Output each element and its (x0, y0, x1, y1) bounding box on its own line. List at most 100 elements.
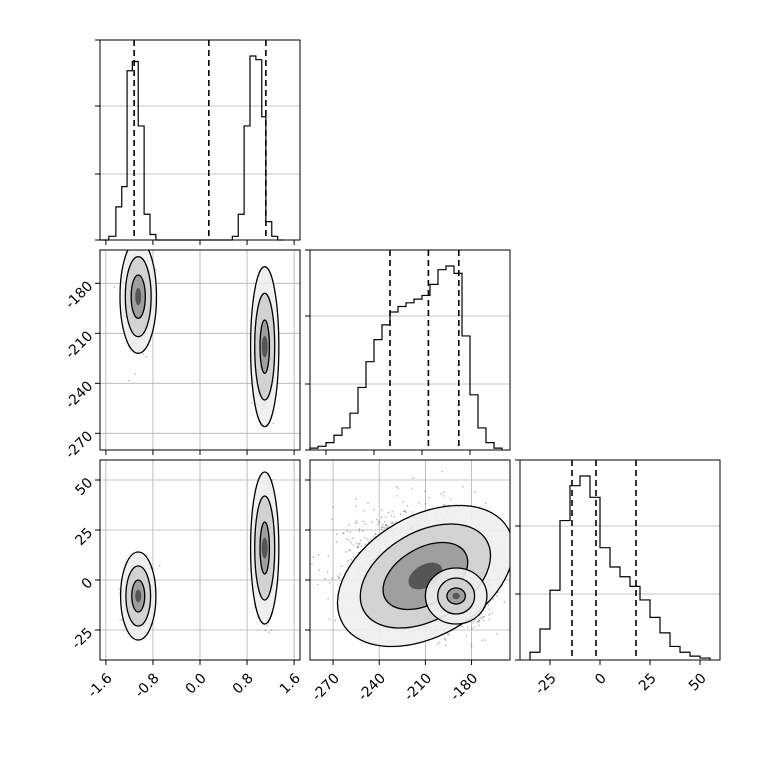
scatter-p3-p1-ytick-label: -25 (69, 625, 96, 652)
scatter-p2-p1-point (272, 422, 275, 425)
scatter-p2-p1-point (250, 402, 253, 404)
scatter-p3-p2-point (381, 526, 383, 528)
scatter-p3-p2-point (399, 513, 402, 515)
scatter-p3-p2-point (495, 632, 498, 635)
scatter-p3-p2-point (340, 565, 343, 568)
scatter-p3-p2-point (391, 510, 394, 513)
scatter-p3-p2-point (373, 508, 375, 511)
scatter-p3-p2-point (484, 639, 486, 641)
scatter-p2-p1-ytick-label: -180 (63, 278, 97, 312)
scatter-p3-p2-point (364, 523, 367, 526)
scatter-p3-p2-point (395, 485, 398, 488)
scatter-p3-p2-point (380, 516, 383, 519)
scatter-p3-p2-point (436, 643, 439, 645)
scatter-p3-p2-point (347, 559, 349, 562)
scatter-p3-p2-point (380, 509, 383, 512)
scatter-p3-p2-point (385, 524, 388, 526)
scatter-p3-p2-point (374, 533, 377, 535)
scatter-p3-p2-point (402, 501, 405, 503)
scatter-p3-p2-point (328, 618, 331, 621)
scatter-p3-p2-point (358, 542, 361, 545)
hist-p2-histogram-step (309, 265, 503, 450)
scatter-p3-p2-point (517, 548, 519, 550)
scatter-p3-p2-point (474, 490, 476, 493)
scatter-p3-p2-point (391, 521, 394, 524)
scatter-p2-p1-point (131, 248, 133, 250)
scatter-p3-p2-point (334, 619, 337, 621)
scatter-p3-p2-point (440, 492, 443, 495)
hist-p1-frame (99, 39, 301, 241)
scatter-p3-p1-contour (249, 471, 280, 625)
scatter-p3-p1-contour (119, 551, 157, 641)
scatter-p3-p1-density-core (135, 589, 142, 603)
scatter-p3-p2-point (378, 520, 380, 523)
scatter-p3-p2-point (311, 562, 313, 565)
scatter-p3-p2-point (348, 549, 351, 552)
scatter-p3-p2-point (352, 537, 354, 539)
scatter-p3-p1-ytick-label: 50 (72, 475, 96, 499)
scatter-p2-p1-point (147, 227, 149, 229)
scatter-p3-p2-point (397, 487, 400, 489)
scatter-p3-p2-point (412, 511, 414, 513)
scatter-p3-p1-point (118, 588, 121, 591)
scatter-p3-p2-point (358, 530, 360, 532)
scatter-p2-p1-point (155, 269, 157, 271)
scatter-p3-p2-point (362, 520, 365, 523)
hist-p3-histogram-step (529, 475, 711, 660)
scatter-p3-p2-point (342, 532, 345, 534)
scatter-p2-p1-contour (249, 266, 280, 428)
scatter-p3-p2-point (352, 544, 355, 546)
scatter-p3-p2-point (357, 543, 360, 545)
scatter-p3-p2-point (338, 577, 340, 579)
scatter-p3-p1-point (119, 619, 122, 621)
scatter-p3-p2-point (377, 523, 380, 525)
scatter-p3-p2-point (450, 498, 453, 501)
hist-p3-frame (519, 459, 721, 661)
hist-p2-grid (310, 315, 510, 385)
scatter-p3-p2-point (381, 523, 384, 526)
scatter-p3-p2-point (357, 546, 359, 549)
scatter-p3-p2-point (385, 523, 388, 526)
scatter-p3-p2-point (438, 641, 441, 644)
scatter-p2-p1-point (137, 245, 139, 247)
scatter-p3-p2-point (443, 491, 445, 494)
scatter-p3-p2-point (424, 490, 426, 493)
scatter-p3-p1-point (270, 629, 273, 631)
scatter-p3-p1-points (118, 471, 280, 641)
scatter-p3-p2-point (360, 545, 363, 548)
hist-p1-histogram-step (100, 55, 284, 241)
scatter-p3-p1-point (268, 631, 270, 634)
scatter-p3-p2-point (318, 569, 320, 572)
scatter-p3-p2-point (384, 525, 387, 527)
scatter-p3-p2-point (470, 646, 473, 648)
scatter-p3-p2-point (362, 509, 365, 512)
scatter-p3-p1-point (264, 629, 267, 632)
scatter-p3-p1-density-core (261, 537, 268, 559)
scatter-p3-p2-point (339, 573, 342, 576)
scatter-p3-p2-point (462, 485, 464, 488)
scatter-p3-p2-point (327, 597, 329, 600)
scatter-p3-p2-point (373, 535, 375, 538)
scatter-p3-p1-xtick-label: 0.8 (230, 670, 257, 697)
scatter-p3-p2-point (393, 516, 396, 518)
scatter-p3-p2-point (428, 496, 430, 499)
scatter-p2-p1-ytick-label: -240 (63, 378, 97, 412)
scatter-p3-p2-point (392, 522, 395, 525)
scatter-p3-p1-contour (125, 565, 152, 627)
scatter-p3-p2-point (355, 542, 358, 544)
scatter-p3-p2-point (366, 538, 369, 541)
scatter-p2-p1-point (113, 286, 116, 289)
scatter-p2-p1-point (134, 372, 137, 375)
scatter-p3-p2-point (527, 553, 529, 555)
scatter-p3-p2-point (349, 531, 352, 533)
scatter-p2-p1-density-core (135, 288, 142, 306)
scatter-p3-p2-point (348, 523, 350, 526)
scatter-p3-p2-point (354, 522, 357, 524)
scatter-p2-p1-point (142, 353, 145, 356)
scatter-p3-p2-point (317, 583, 319, 586)
scatter-p3-p2-point (336, 575, 339, 578)
scatter-p3-p1-contour (254, 495, 276, 601)
scatter-p3-p1-xtick-label: -0.8 (132, 670, 163, 701)
scatter-p3-p1-xtick-label: -1.6 (85, 670, 116, 701)
